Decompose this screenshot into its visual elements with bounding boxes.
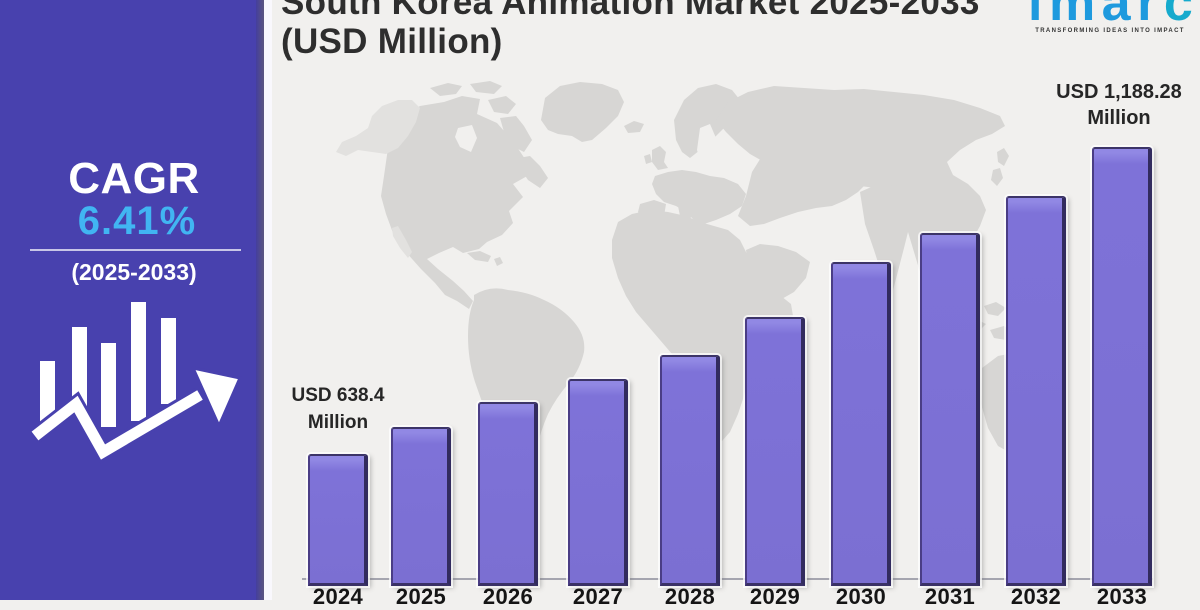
svg-text:imarc: imarc: [1028, 0, 1199, 32]
svg-text:TRANSFORMING IDEAS INTO IMPACT: TRANSFORMING IDEAS INTO IMPACT: [1035, 28, 1185, 34]
